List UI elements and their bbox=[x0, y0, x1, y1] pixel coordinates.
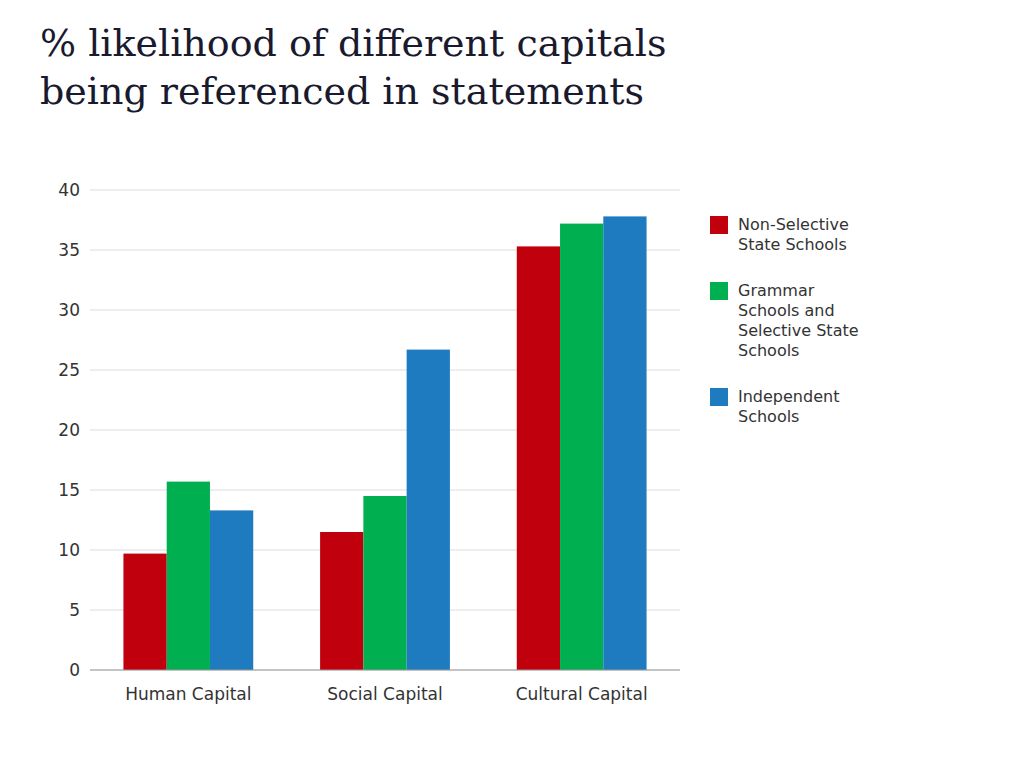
y-tick-label: 20 bbox=[58, 420, 80, 440]
bar bbox=[517, 246, 560, 670]
bar bbox=[407, 350, 450, 670]
legend-swatch bbox=[710, 282, 728, 300]
y-tick-label: 30 bbox=[58, 300, 80, 320]
x-axis-line bbox=[90, 670, 680, 671]
legend-label: IndependentSchools bbox=[738, 387, 839, 426]
legend-label: GrammarSchools andSelective StateSchools bbox=[738, 281, 859, 360]
bars bbox=[123, 216, 646, 670]
background bbox=[0, 0, 1024, 768]
legend-label: Non-SelectiveState Schools bbox=[738, 215, 849, 254]
bar bbox=[603, 216, 646, 670]
y-tick-label: 35 bbox=[58, 240, 80, 260]
title: % likelihood of different capitalsbeing … bbox=[40, 21, 666, 113]
x-tick-label: Human Capital bbox=[125, 684, 251, 704]
bar bbox=[167, 482, 210, 670]
bar bbox=[123, 554, 166, 670]
bar bbox=[363, 496, 406, 670]
y-tick-label: 0 bbox=[69, 660, 80, 680]
x-axis: Human Capital Social Capital Cultural Capi… bbox=[90, 670, 680, 704]
y-tick-label: 15 bbox=[58, 480, 80, 500]
chart: % likelihood of different capitalsbeing … bbox=[0, 0, 1024, 768]
grid-line bbox=[90, 670, 680, 671]
y-tick-label: 40 bbox=[58, 180, 80, 200]
y-tick-label: 10 bbox=[58, 540, 80, 560]
legend: Non-SelectiveState Schools GrammarSchools… bbox=[710, 215, 859, 426]
grid-line bbox=[90, 190, 680, 191]
legend-swatch bbox=[710, 216, 728, 234]
bar bbox=[560, 224, 603, 670]
y-axis: 0 5 10 15 20 25 30 35 40 bbox=[58, 180, 680, 680]
y-tick-label: 5 bbox=[69, 600, 80, 620]
legend-swatch bbox=[710, 388, 728, 406]
bar bbox=[210, 510, 253, 670]
y-tick-label: 25 bbox=[58, 360, 80, 380]
x-tick-label: Cultural Capital bbox=[516, 684, 648, 704]
bar bbox=[320, 532, 363, 670]
x-tick-label: Social Capital bbox=[327, 684, 442, 704]
